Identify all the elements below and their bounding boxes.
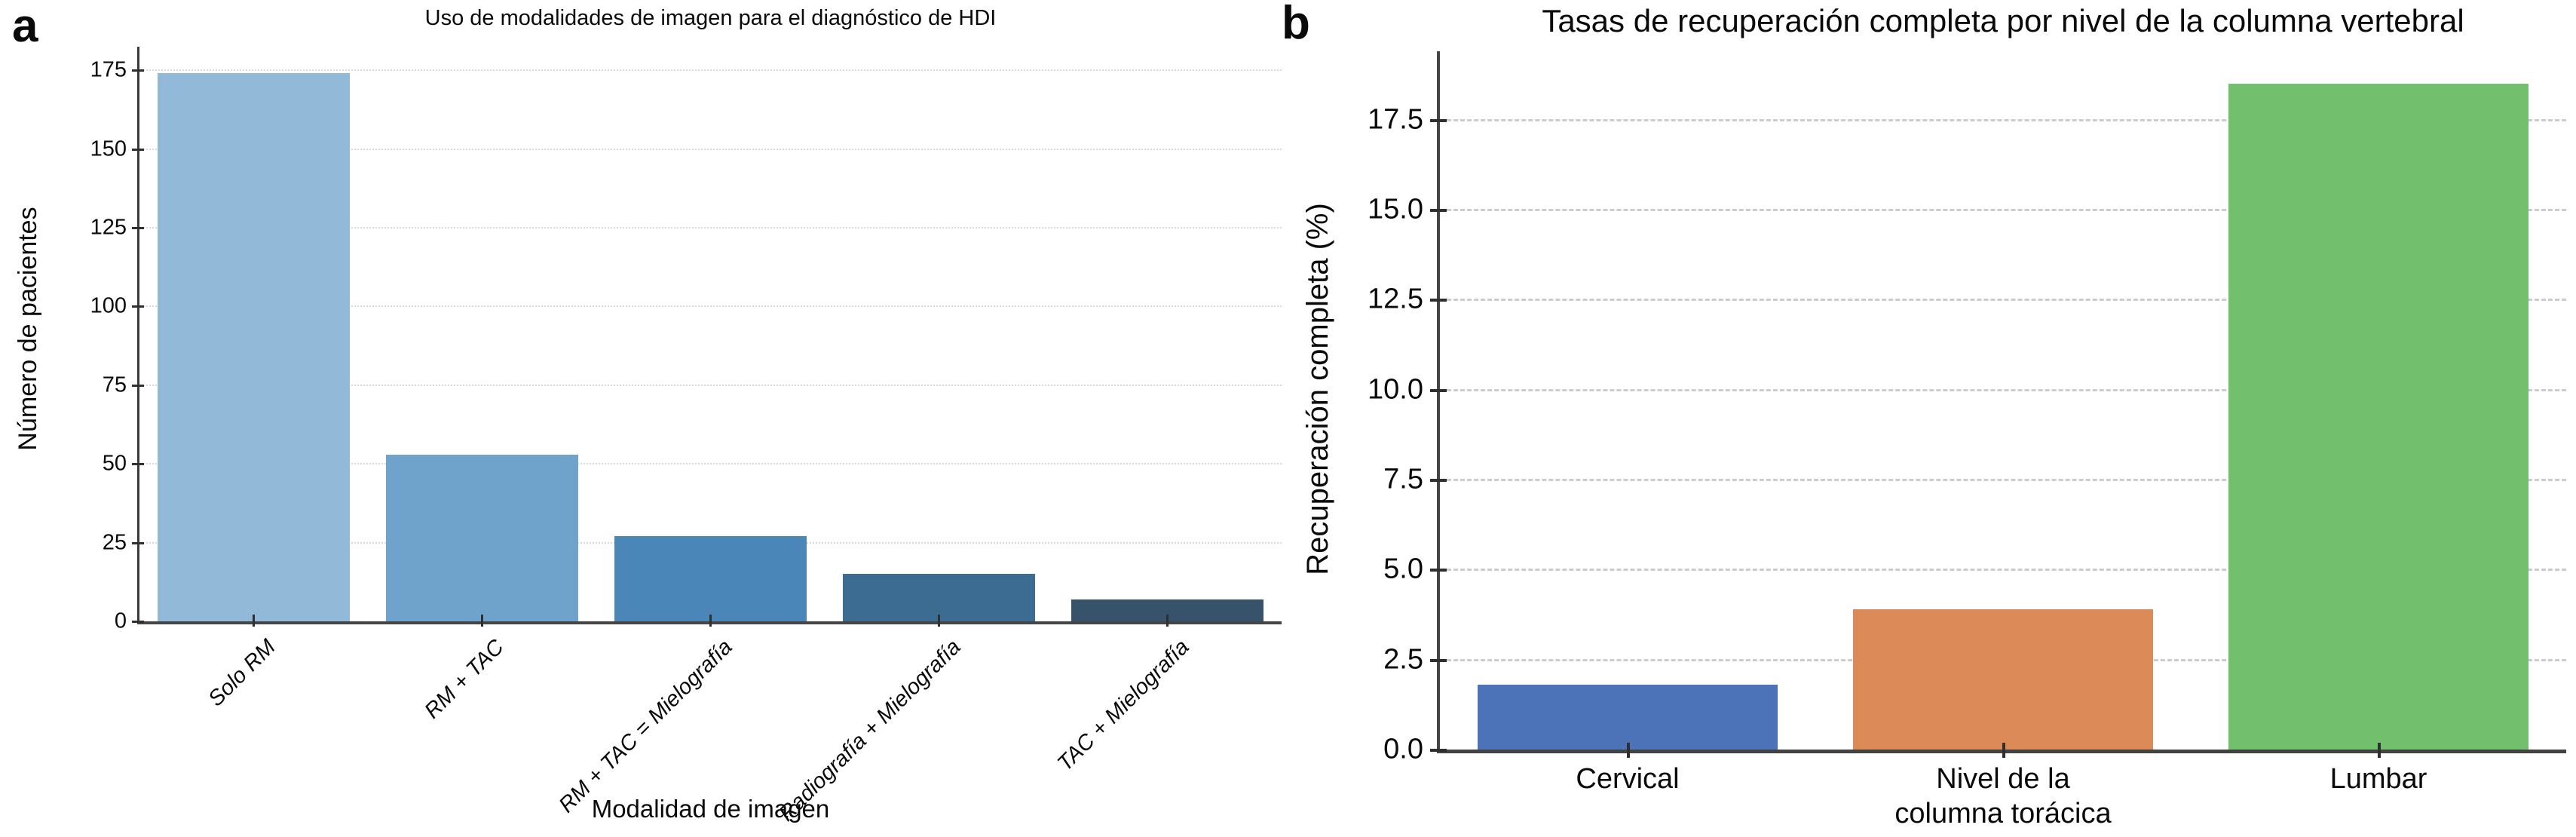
bar-cervical bbox=[1477, 685, 1778, 750]
y-tick-label: 0 bbox=[114, 609, 127, 633]
bar-nivel-de-la-columna-torácica bbox=[1852, 609, 2154, 750]
x-tick-mark bbox=[2377, 743, 2381, 758]
x-tick-mark bbox=[709, 615, 712, 627]
y-tick-mark bbox=[132, 227, 144, 230]
bar-rm-+-tac bbox=[386, 454, 578, 621]
x-category-label: Cervical bbox=[1576, 763, 1680, 795]
y-tick-mark bbox=[132, 463, 144, 466]
bar-rm-+-tac-=-mielografía bbox=[614, 536, 807, 621]
gridline bbox=[1440, 209, 2566, 212]
gridline bbox=[139, 227, 1282, 229]
y-tick-label: 100 bbox=[90, 293, 127, 318]
gridline bbox=[1440, 569, 2566, 572]
y-tick-mark bbox=[132, 148, 144, 151]
panel-label-b: b bbox=[1282, 0, 1310, 49]
bar-solo-rm bbox=[158, 73, 350, 621]
y-tick-label: 17.5 bbox=[1368, 103, 1423, 136]
gridline bbox=[139, 148, 1282, 150]
y-tick-label: 5.0 bbox=[1383, 553, 1423, 585]
y-tick-label: 125 bbox=[90, 215, 127, 240]
y-tick-mark bbox=[1430, 118, 1447, 122]
x-tick-mark bbox=[1166, 615, 1169, 627]
gridline bbox=[1440, 479, 2566, 481]
y-tick-mark bbox=[1430, 479, 1447, 482]
x-category-label: Solo RM bbox=[203, 635, 280, 712]
y-tick-label: 50 bbox=[102, 451, 127, 476]
x-tick-mark bbox=[481, 615, 483, 627]
panel-label-a: a bbox=[12, 0, 38, 52]
x-category-label: TAC + Mielografía bbox=[1052, 635, 1194, 776]
x-category-label: Lumbar bbox=[2329, 763, 2427, 795]
chart-a-x-axis-label: Modalidad de imagen bbox=[591, 795, 830, 823]
x-category-label: RM + TAC bbox=[419, 635, 509, 724]
y-tick-mark bbox=[132, 69, 144, 72]
y-tick-mark bbox=[1430, 388, 1447, 392]
gridline bbox=[1440, 118, 2566, 121]
y-tick-mark bbox=[1430, 569, 1447, 572]
y-tick-mark bbox=[1430, 749, 1447, 752]
x-tick-mark bbox=[253, 615, 255, 627]
gridline bbox=[1440, 388, 2566, 391]
x-category-label: RM + TAC = Mielografía bbox=[553, 635, 737, 818]
bar-lumbar bbox=[2228, 83, 2529, 750]
y-tick-label: 175 bbox=[90, 57, 127, 82]
x-tick-mark bbox=[938, 615, 940, 627]
y-tick-label: 150 bbox=[90, 136, 127, 161]
y-tick-label: 2.5 bbox=[1383, 643, 1423, 676]
y-tick-mark bbox=[132, 305, 144, 308]
y-tick-label: 7.5 bbox=[1383, 463, 1423, 495]
y-tick-label: 12.5 bbox=[1368, 283, 1423, 315]
y-tick-mark bbox=[132, 541, 144, 544]
bar-radiografía-+-mielografía bbox=[843, 574, 1035, 621]
y-tick-label: 25 bbox=[102, 530, 127, 555]
chart-a-plot-area: 0 25 50 75 100 125 150 175 Solo RM RM + TAC RM + T… bbox=[90, 47, 1282, 826]
y-tick-label: 15.0 bbox=[1368, 193, 1423, 225]
x-tick-mark bbox=[1626, 743, 1630, 758]
x-category-label: Nivel de la columna torácica bbox=[1894, 763, 2112, 830]
chart-b-plot-area: 0.0 2.5 5.0 7.5 10.0 12.5 15.0 17.5 Cervical Nive… bbox=[1368, 51, 2566, 829]
y-tick-label: 75 bbox=[102, 373, 127, 397]
y-tick-label: 0.0 bbox=[1383, 733, 1423, 765]
y-tick-mark bbox=[132, 621, 144, 623]
gridline bbox=[139, 305, 1282, 308]
gridline bbox=[1440, 299, 2566, 302]
gridline bbox=[139, 384, 1282, 386]
chart-a-title: Uso de modalidades de imagen para el dia… bbox=[424, 6, 997, 30]
y-tick-mark bbox=[1430, 209, 1447, 213]
y-tick-mark bbox=[132, 384, 144, 387]
gridline bbox=[139, 463, 1282, 465]
x-tick-mark bbox=[2002, 743, 2005, 758]
chart-b-title: Tasas de recuperación completa por nivel… bbox=[1542, 3, 2464, 38]
y-tick-label: 10.0 bbox=[1368, 373, 1423, 406]
y-tick-mark bbox=[1430, 658, 1447, 662]
gridline bbox=[139, 69, 1282, 72]
chart-a-y-axis-label: Número de pacientes bbox=[14, 207, 42, 451]
y-tick-mark bbox=[1430, 299, 1447, 302]
